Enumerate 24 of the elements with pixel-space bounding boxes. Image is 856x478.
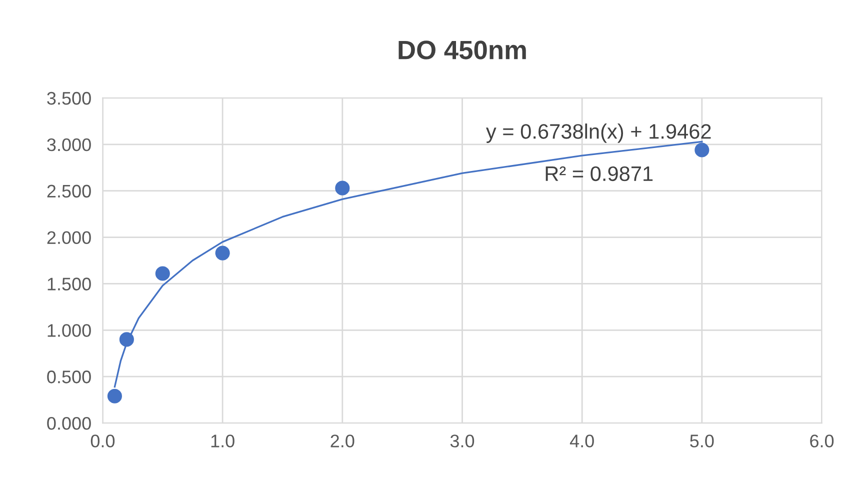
y-tick-label: 1.000 — [48, 324, 91, 337]
x-tick-label: 1.0 — [211, 434, 234, 448]
x-tick-label: 2.0 — [330, 434, 354, 448]
point — [335, 180, 350, 196]
x-tick-label: 5.0 — [690, 434, 714, 448]
chart-title: DO 450nm — [398, 40, 526, 60]
y-tick-label: 0.500 — [47, 370, 91, 384]
y-tick-label: 3.000 — [47, 138, 91, 152]
y-tick-label: 0.000 — [47, 416, 91, 430]
x-tick-label: 3.0 — [450, 434, 474, 448]
annotation: y = 0.6738ln(x) + 1.9462 — [486, 124, 711, 143]
y-tick-label: 2.500 — [47, 184, 91, 198]
y-tick-label: 1.500 — [48, 278, 91, 290]
x-tick-label: 4.0 — [570, 434, 594, 448]
point — [119, 332, 134, 347]
y-tick-label: 2.000 — [47, 231, 91, 244]
x-tick-label: 0.0 — [90, 434, 115, 448]
point — [107, 388, 122, 404]
x-tick-label: 6.0 — [810, 434, 834, 448]
point — [155, 266, 170, 281]
point — [215, 246, 230, 260]
point — [694, 142, 710, 158]
y-tick-label: 3.500 — [47, 92, 91, 105]
annotation: R² = 0.9871 — [546, 166, 653, 182]
